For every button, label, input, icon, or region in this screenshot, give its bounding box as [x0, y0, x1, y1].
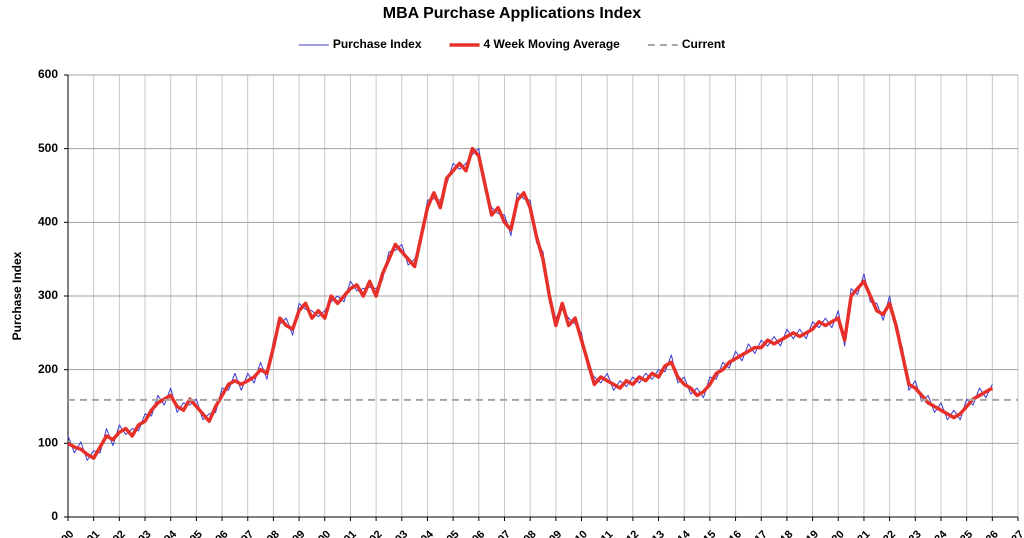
x-tick-label: 07 — [496, 528, 513, 538]
x-tick-label: 09 — [547, 528, 564, 538]
y-tick-label: 600 — [38, 67, 58, 81]
x-tick-label: 02 — [367, 528, 384, 538]
legend: Purchase Index 4 Week Moving Average Curre… — [298, 37, 725, 51]
x-tick-label: 99 — [290, 528, 307, 538]
series-line — [67, 146, 994, 460]
y-axis-label: Purchase Index — [10, 251, 24, 340]
y-tick-label: 0 — [51, 509, 58, 523]
x-tick-label: 03 — [393, 528, 410, 538]
x-tick-label: 17 — [753, 528, 770, 538]
x-tick-label: 95 — [188, 528, 205, 538]
x-tick-label: 00 — [316, 528, 333, 538]
x-tick-label: 16 — [727, 528, 744, 538]
x-tick-label: 13 — [650, 528, 667, 538]
x-tick-label: 94 — [162, 528, 180, 538]
x-tick-label: 26 — [984, 528, 1001, 538]
y-tick-label: 200 — [38, 362, 58, 376]
y-tick-label: 500 — [38, 141, 58, 155]
x-tick-label: 96 — [213, 528, 230, 538]
x-tick-label: 20 — [830, 528, 847, 538]
x-tick-label: 25 — [958, 528, 975, 538]
y-tick-label: 300 — [38, 288, 58, 302]
x-tick-label: 92 — [111, 528, 128, 538]
x-tick-label: 15 — [701, 528, 718, 538]
x-tick-label: 23 — [907, 528, 924, 538]
x-tick-label: 97 — [239, 528, 256, 538]
legend-item: 4 Week Moving Average — [449, 37, 621, 51]
legend-item: Current — [647, 37, 725, 51]
x-tick-label: 05 — [444, 528, 461, 538]
x-tick-label: 21 — [855, 528, 872, 538]
x-tick-label: 93 — [136, 528, 153, 538]
x-tick-label: 27 — [1009, 528, 1024, 538]
x-tick-label: 04 — [419, 528, 437, 538]
x-tick-label: 08 — [522, 528, 539, 538]
x-tick-label: 24 — [932, 528, 950, 538]
x-tick-label: 01 — [342, 528, 359, 538]
legend-label: Current — [682, 37, 725, 51]
x-tick-label: 22 — [881, 528, 898, 538]
x-tick-label: 98 — [265, 528, 282, 538]
legend-label: Purchase Index — [333, 37, 422, 51]
x-tick-label: 18 — [778, 528, 795, 538]
legend-item: Purchase Index — [298, 37, 422, 51]
x-tick-label: 12 — [624, 528, 641, 538]
chart-title: MBA Purchase Applications Index — [383, 5, 642, 22]
y-tick-label: 100 — [38, 436, 58, 450]
x-tick-label: 06 — [470, 528, 487, 538]
series-line — [67, 148, 993, 461]
x-tick-label: 10 — [573, 528, 590, 538]
x-tick-label: 14 — [676, 528, 694, 538]
x-tick-label: 91 — [85, 528, 102, 538]
x-tick-label: 19 — [804, 528, 821, 538]
x-tick-label: 11 — [599, 529, 616, 538]
legend-label: 4 Week Moving Average — [484, 37, 621, 51]
x-tick-label: 90 — [59, 528, 76, 538]
y-tick-label: 400 — [38, 215, 58, 229]
